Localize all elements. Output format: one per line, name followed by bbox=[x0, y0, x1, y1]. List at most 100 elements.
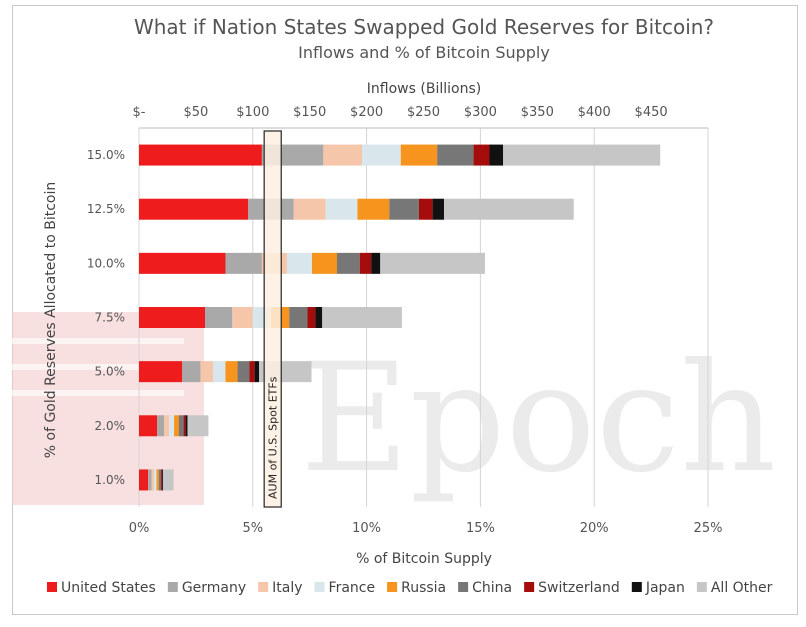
bar-segment bbox=[254, 361, 260, 383]
bar-segment bbox=[443, 198, 574, 220]
legend: United States Germany Italy France Russia Chi… bbox=[47, 580, 773, 596]
bar-segment bbox=[307, 307, 316, 328]
bar-segment bbox=[169, 415, 175, 437]
x-tick-label: 0% bbox=[129, 521, 150, 536]
y-category-label: 7.5% bbox=[95, 311, 126, 325]
legend-swatch bbox=[387, 582, 398, 592]
bar-segment bbox=[237, 361, 250, 383]
bar-segment bbox=[311, 252, 338, 274]
bar-segment bbox=[337, 252, 360, 274]
bar-segment bbox=[151, 469, 155, 491]
bar-segment bbox=[139, 415, 158, 437]
legend-label: Japan bbox=[645, 580, 685, 596]
bar-segment bbox=[418, 198, 433, 220]
legend-label: All Other bbox=[711, 580, 773, 596]
bar-segment bbox=[139, 307, 206, 328]
top-tick-label: $50 bbox=[183, 105, 208, 120]
y-category-label: 12.5% bbox=[87, 202, 125, 216]
bar-segment bbox=[380, 252, 485, 274]
x-tick-label: 20% bbox=[580, 521, 609, 536]
bar-segment bbox=[371, 252, 381, 274]
bar-segment bbox=[183, 415, 186, 437]
bar-segment bbox=[157, 415, 165, 437]
bar-segment bbox=[163, 469, 174, 491]
bar-segment bbox=[432, 198, 444, 220]
y-category-label: 10.0% bbox=[87, 256, 125, 270]
bar-segment bbox=[225, 252, 262, 274]
bar-segment bbox=[161, 469, 163, 491]
bar-segment bbox=[293, 198, 326, 220]
bar-segment bbox=[400, 144, 438, 166]
bar-segment bbox=[286, 252, 312, 274]
bar-segment bbox=[357, 198, 390, 220]
top-tick-label: $200 bbox=[350, 105, 383, 120]
legend-swatch bbox=[524, 582, 535, 592]
epoch-watermark: Epoch bbox=[12, 312, 776, 506]
top-tick-label: $250 bbox=[407, 105, 440, 120]
bar-segment bbox=[139, 198, 249, 220]
top-tick-label: $400 bbox=[578, 105, 611, 120]
legend-label: United States bbox=[61, 580, 156, 596]
bar-segment bbox=[178, 415, 184, 437]
bar-segment bbox=[139, 469, 149, 491]
bar-segment bbox=[185, 415, 188, 437]
bar-segment bbox=[225, 361, 238, 383]
bar-segment bbox=[359, 252, 372, 274]
etf-aum-band bbox=[263, 130, 282, 508]
watermark-logo-stripe bbox=[12, 390, 184, 396]
bar-segment bbox=[232, 307, 253, 328]
legend-swatch bbox=[458, 582, 469, 592]
legend-label: France bbox=[329, 580, 376, 596]
bar-segment bbox=[362, 144, 401, 166]
legend-label: Switzerland bbox=[538, 580, 620, 596]
bar-segment bbox=[205, 307, 233, 328]
legend-swatch bbox=[47, 582, 57, 592]
bar-segment bbox=[139, 252, 226, 274]
bar-segment bbox=[182, 361, 201, 383]
bar-segment bbox=[156, 469, 159, 491]
top-tick-label: $450 bbox=[635, 105, 668, 120]
bar-segment bbox=[174, 415, 179, 437]
legend-swatch bbox=[696, 582, 707, 592]
y-category-label: 2.0% bbox=[95, 419, 126, 433]
tick-labels: 0% 5% 10% 15% 20% 25% $- $50 $100 $150 $200 $250 $30… bbox=[87, 105, 723, 536]
bar-segment bbox=[154, 469, 157, 491]
bar-segment bbox=[139, 361, 183, 383]
bar-segment bbox=[473, 144, 490, 166]
top-tick-label: $300 bbox=[464, 105, 497, 120]
legend-label: Germany bbox=[182, 580, 246, 596]
bar-segment bbox=[164, 415, 170, 437]
top-tick-label: $150 bbox=[293, 105, 326, 120]
watermark-text: Epoch bbox=[300, 332, 776, 506]
bar-segment bbox=[148, 469, 152, 491]
y-axis-title: % of Gold Reserves Allocated to Bitcoin bbox=[43, 182, 59, 459]
bar-segment bbox=[315, 307, 323, 328]
x-tick-label: 15% bbox=[466, 521, 495, 536]
bar-segment bbox=[212, 361, 226, 383]
chart-title: What if Nation States Swapped Gold Reser… bbox=[134, 15, 714, 39]
y-category-label: 1.0% bbox=[95, 473, 126, 487]
etf-aum-label: AUM of U.S. Spot ETFs bbox=[267, 376, 280, 499]
x-tick-label: 10% bbox=[352, 521, 381, 536]
bar-segment bbox=[389, 198, 419, 220]
x-axis-title: % of Bitcoin Supply bbox=[356, 551, 492, 567]
bar-segment bbox=[289, 307, 308, 328]
legend-label: Russia bbox=[401, 580, 446, 596]
legend-label: Italy bbox=[272, 580, 302, 596]
legend-swatch bbox=[167, 582, 178, 592]
top-axis-title: Inflows (Billions) bbox=[367, 81, 481, 97]
legend-swatch bbox=[314, 582, 325, 592]
bar-segment bbox=[139, 144, 262, 166]
legend-label: China bbox=[472, 580, 512, 596]
bar-segment bbox=[503, 144, 661, 166]
bar-segment bbox=[437, 144, 474, 166]
y-category-label: 15.0% bbox=[87, 148, 125, 162]
legend-swatch bbox=[258, 582, 269, 592]
bar-segment bbox=[489, 144, 504, 166]
x-tick-label: 25% bbox=[694, 521, 723, 536]
top-tick-label: $350 bbox=[521, 105, 554, 120]
top-tick-label: $100 bbox=[236, 105, 269, 120]
top-tick-label: $- bbox=[133, 105, 146, 120]
bar-segment bbox=[322, 307, 402, 328]
